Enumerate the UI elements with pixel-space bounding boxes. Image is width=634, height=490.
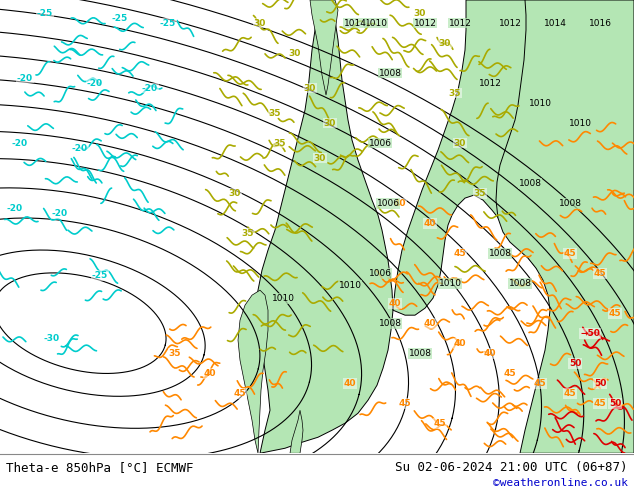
Text: -30: -30 [44, 334, 60, 343]
Text: -20: -20 [7, 204, 23, 213]
Text: 40: 40 [204, 368, 216, 378]
Text: 30: 30 [454, 139, 466, 147]
Text: 1014: 1014 [344, 19, 366, 27]
Text: 45: 45 [564, 248, 576, 258]
Text: 1010: 1010 [439, 279, 462, 288]
Text: 30: 30 [289, 49, 301, 57]
Text: 1012: 1012 [449, 19, 472, 27]
Text: 35: 35 [242, 229, 254, 238]
Text: 40: 40 [424, 318, 436, 328]
Text: 1008: 1008 [378, 69, 401, 77]
Text: 40: 40 [484, 349, 496, 358]
Text: 50: 50 [609, 399, 621, 408]
Text: -20: -20 [52, 209, 68, 218]
Text: 35: 35 [169, 349, 181, 358]
Polygon shape [393, 0, 634, 315]
Text: 30: 30 [324, 119, 336, 127]
Text: 45: 45 [454, 248, 467, 258]
Text: →50: →50 [580, 329, 600, 338]
Text: 45: 45 [609, 309, 621, 318]
Text: 50: 50 [594, 379, 606, 388]
Text: 1010: 1010 [365, 19, 387, 27]
Text: 40: 40 [394, 198, 406, 208]
Polygon shape [496, 0, 634, 453]
Text: 45: 45 [503, 368, 516, 378]
Text: 50: 50 [569, 359, 581, 368]
Text: 1012: 1012 [498, 19, 521, 27]
Text: 45: 45 [593, 399, 606, 408]
Text: -25: -25 [112, 14, 128, 23]
Text: 1014: 1014 [543, 19, 566, 27]
Text: -25: -25 [37, 8, 53, 18]
Text: Theta-e 850hPa [°C] ECMWF: Theta-e 850hPa [°C] ECMWF [6, 461, 194, 474]
Text: 1012: 1012 [413, 19, 436, 27]
Text: 30: 30 [439, 39, 451, 48]
Text: 40: 40 [344, 379, 356, 388]
Text: 35: 35 [269, 109, 281, 118]
Polygon shape [255, 0, 393, 453]
Text: 35: 35 [474, 189, 486, 197]
Text: 1006: 1006 [377, 198, 399, 208]
Text: 45: 45 [434, 419, 446, 428]
Text: Su 02-06-2024 21:00 UTC (06+87): Su 02-06-2024 21:00 UTC (06+87) [395, 461, 628, 474]
Text: -20: -20 [87, 78, 103, 88]
Text: 35: 35 [449, 89, 462, 98]
Text: 1006: 1006 [368, 139, 392, 147]
Text: 1008: 1008 [489, 248, 512, 258]
Text: 1016: 1016 [588, 19, 612, 27]
Polygon shape [310, 0, 338, 95]
Text: 1006: 1006 [368, 269, 392, 278]
Text: 1012: 1012 [479, 78, 501, 88]
Text: 1008: 1008 [408, 349, 432, 358]
Text: 1010: 1010 [271, 294, 295, 303]
Text: 45: 45 [399, 399, 411, 408]
Text: 30: 30 [304, 84, 316, 93]
Polygon shape [290, 410, 303, 453]
Text: 1010: 1010 [339, 281, 361, 290]
Text: 45: 45 [534, 379, 547, 388]
Text: 45: 45 [564, 389, 576, 398]
Text: -20: -20 [142, 84, 158, 93]
Text: 1010: 1010 [569, 119, 592, 127]
Text: -25: -25 [160, 19, 176, 27]
Text: 30: 30 [229, 189, 241, 197]
Text: -20: -20 [12, 139, 28, 147]
Text: -20: -20 [72, 144, 88, 152]
Text: -25: -25 [92, 270, 108, 280]
Text: 40: 40 [389, 299, 401, 308]
Text: 1008: 1008 [559, 198, 581, 208]
Text: ©weatheronline.co.uk: ©weatheronline.co.uk [493, 478, 628, 489]
Text: -20: -20 [17, 74, 33, 82]
Text: 30: 30 [314, 153, 326, 163]
Text: 30: 30 [414, 8, 426, 18]
Polygon shape [238, 290, 268, 453]
Text: 35: 35 [274, 139, 286, 147]
Text: 1010: 1010 [529, 98, 552, 108]
Text: 45: 45 [234, 389, 247, 398]
Text: 40: 40 [454, 339, 466, 348]
Text: 1008: 1008 [508, 279, 531, 288]
Text: 40: 40 [424, 219, 436, 228]
Text: 45: 45 [593, 269, 606, 278]
Text: 1008: 1008 [519, 178, 541, 188]
Text: 30: 30 [254, 19, 266, 27]
Text: 1008: 1008 [378, 318, 401, 328]
